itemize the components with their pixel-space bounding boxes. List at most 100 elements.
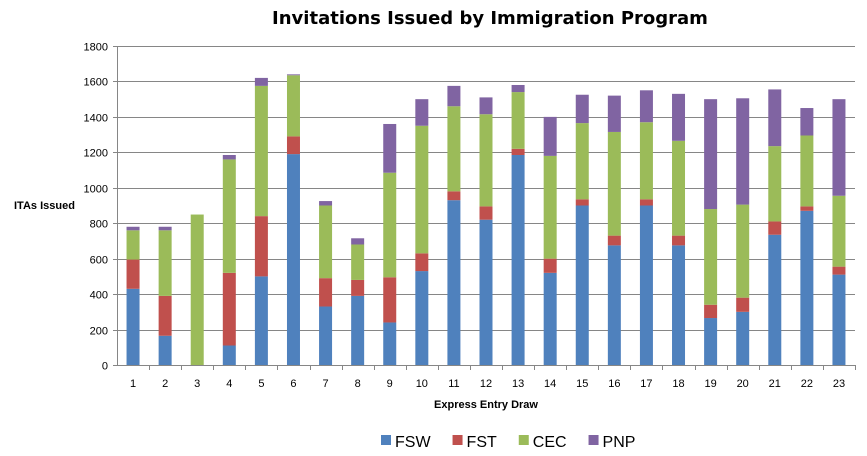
bar-pnp-21 [768, 89, 782, 147]
legend-label-fsw: FSW [395, 434, 431, 451]
bar-fsw-19 [704, 318, 718, 365]
bar-cec-22 [800, 135, 814, 207]
x-tick-label: 1 [130, 378, 136, 390]
legend-label-fst: FST [467, 434, 497, 451]
bar-pnp-1 [126, 226, 140, 231]
bar-pnp-13 [511, 84, 525, 93]
bar-cec-14 [543, 155, 557, 259]
bar-fsw-22 [800, 210, 814, 365]
bar-fsw-2 [158, 335, 172, 365]
bar-cec-16 [607, 131, 621, 236]
bar-cec-4 [222, 159, 236, 273]
bar-fst-19 [704, 304, 718, 319]
bar-fsw-9 [383, 322, 397, 365]
y-axis-label: ITAs Issued [14, 200, 75, 212]
y-tick-label: 1400 [84, 113, 108, 125]
bar-pnp-14 [543, 116, 557, 156]
x-tick-label: 14 [544, 378, 556, 390]
x-axis-label: Express Entry Draw [434, 399, 538, 411]
bar-fsw-20 [736, 311, 750, 365]
y-tick-label: 1200 [84, 148, 108, 160]
bar-pnp-7 [319, 201, 333, 206]
x-tick-label: 6 [290, 378, 296, 390]
bar-fst-8 [351, 279, 365, 296]
bar-cec-18 [672, 140, 686, 236]
legend-swatch-pnp [588, 435, 599, 445]
x-tick-label: 3 [194, 378, 200, 390]
bar-fst-22 [800, 206, 814, 211]
bar-fsw-4 [222, 345, 236, 365]
x-tick-label: 21 [769, 378, 781, 390]
y-tick-label: 1600 [84, 77, 108, 89]
x-tick-label: 8 [355, 378, 361, 390]
bar-fst-21 [768, 221, 782, 235]
x-tick-label: 13 [512, 378, 524, 390]
x-tick-label: 7 [323, 378, 329, 390]
bar-cec-3 [190, 214, 204, 365]
bar-cec-15 [575, 123, 589, 200]
bar-fsw-11 [447, 200, 461, 365]
bar-pnp-15 [575, 94, 589, 124]
bar-cec-1 [126, 230, 140, 260]
bar-cec-6 [286, 75, 300, 137]
y-tick-label: 1000 [84, 184, 108, 196]
bar-fsw-14 [543, 272, 557, 365]
bar-cec-11 [447, 106, 461, 192]
bar-cec-2 [158, 230, 172, 296]
x-tick-label: 10 [416, 378, 428, 390]
bar-fst-9 [383, 277, 397, 323]
bar-fsw-18 [672, 245, 686, 365]
x-tick-label: 5 [258, 378, 264, 390]
x-tick-label: 23 [833, 378, 845, 390]
bar-pnp-16 [607, 95, 621, 132]
bar-fst-14 [543, 258, 557, 273]
bar-cec-9 [383, 172, 397, 278]
bars [126, 74, 846, 365]
bar-pnp-5 [254, 77, 268, 86]
bar-fst-15 [575, 199, 589, 206]
x-tick-label: 4 [226, 378, 232, 390]
bar-fsw-16 [607, 245, 621, 365]
bar-pnp-4 [222, 154, 236, 160]
bar-fst-2 [158, 295, 172, 336]
x-tick-label: 18 [672, 378, 684, 390]
x-tick-label: 22 [801, 378, 813, 390]
bar-cec-20 [736, 204, 750, 298]
bar-fsw-17 [639, 205, 653, 365]
bar-cec-23 [832, 195, 846, 267]
y-tick-label: 1800 [84, 42, 108, 54]
bar-fst-16 [607, 235, 621, 246]
bar-pnp-12 [479, 97, 493, 115]
x-tick-label: 19 [704, 378, 716, 390]
legend-swatch-cec [518, 435, 529, 445]
bar-fsw-13 [511, 154, 525, 365]
bar-fst-23 [832, 266, 846, 275]
bar-fsw-1 [126, 288, 140, 365]
bar-fsw-23 [832, 274, 846, 365]
bar-fst-18 [672, 235, 686, 246]
x-tick-label: 15 [576, 378, 588, 390]
bar-fst-10 [415, 253, 429, 272]
bar-fsw-7 [319, 306, 333, 365]
bar-fst-7 [319, 278, 333, 307]
bar-pnp-10 [415, 99, 429, 126]
bar-fst-20 [736, 297, 750, 312]
bar-pnp-8 [351, 238, 365, 245]
bar-cec-5 [254, 85, 268, 217]
bar-cec-8 [351, 244, 365, 280]
bar-cec-7 [319, 205, 333, 279]
bar-fst-6 [286, 136, 300, 155]
bar-cec-19 [704, 209, 718, 305]
bar-pnp-18 [672, 93, 686, 141]
y-tick-label: 400 [90, 290, 108, 302]
bar-fsw-8 [351, 295, 365, 365]
x-tick-label: 2 [162, 378, 168, 390]
x-tick-label: 9 [387, 378, 393, 390]
bar-pnp-23 [832, 99, 846, 196]
bar-fst-1 [126, 259, 140, 289]
bar-fst-13 [511, 148, 525, 155]
bar-pnp-11 [447, 85, 461, 107]
